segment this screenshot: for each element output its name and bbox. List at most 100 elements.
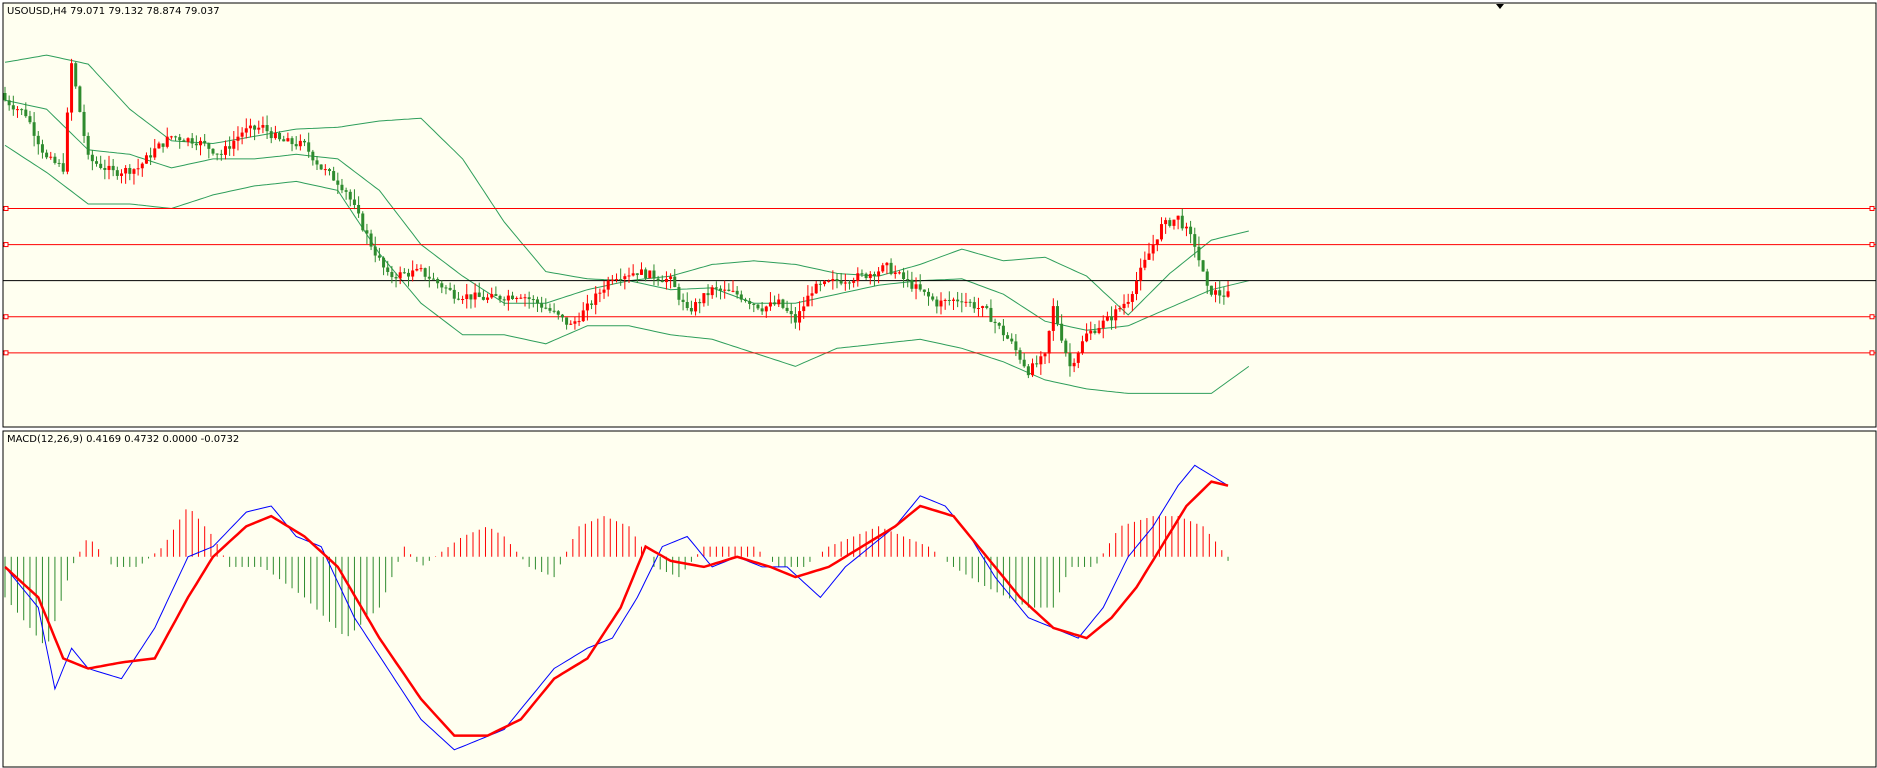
candle-bull [486, 297, 490, 300]
candle-bull [1155, 239, 1159, 245]
candle-bear [565, 317, 569, 325]
candle-bear [719, 288, 723, 291]
candle-bull [831, 279, 835, 281]
candle-bull [1085, 333, 1089, 342]
candle-bear [531, 299, 535, 301]
candle-bull [461, 299, 465, 301]
candle-bear [215, 153, 219, 155]
candle-bull [893, 272, 897, 275]
candle-bear [1006, 335, 1010, 339]
candle-bull [411, 270, 415, 277]
candle-bull [1051, 306, 1055, 331]
candle-bull [1118, 308, 1122, 310]
candle-bear [228, 146, 232, 149]
candle-bull [843, 282, 847, 284]
candle-bull [827, 280, 831, 282]
candle-bull [702, 293, 706, 304]
candle-bull [248, 125, 252, 129]
candle-bear [40, 144, 44, 153]
candle-bull [1080, 341, 1084, 353]
candle-bull [490, 294, 494, 298]
candle-bear [32, 122, 36, 136]
candle-bull [764, 306, 768, 312]
macd-signal-line [4, 480, 1229, 737]
candle-bear [1093, 330, 1097, 334]
candle-bear [1035, 363, 1039, 365]
candle-bear [548, 308, 552, 311]
candle-bear [294, 144, 298, 147]
candle-bull [594, 293, 598, 305]
candle-bull [119, 173, 123, 176]
candle-bear [357, 204, 361, 214]
candle-bull [951, 299, 955, 301]
candle-bull [976, 307, 980, 309]
main-panel-background [2, 2, 1877, 428]
candle-bear [369, 233, 373, 247]
candle-bear [502, 299, 506, 301]
candle-bull [814, 283, 818, 294]
candle-bull [648, 270, 652, 279]
candle-bear [128, 167, 132, 174]
candle-bull [515, 297, 519, 300]
macd-main-line [4, 464, 1229, 751]
candle-bull [585, 303, 589, 311]
candle-bull [240, 132, 244, 137]
candle-bear [748, 301, 752, 304]
candle-bear [714, 287, 718, 289]
candle-bear [7, 100, 11, 106]
candle-bull [981, 306, 985, 308]
candle-bull [723, 289, 727, 291]
candle-bear [57, 162, 61, 164]
candle-bear [927, 291, 931, 297]
candle-bear [327, 169, 331, 172]
candle-bear [1168, 220, 1172, 226]
macd-lines [4, 464, 1229, 751]
candle-bear [864, 273, 868, 279]
candle-bear [161, 143, 165, 147]
candle-bull [165, 136, 169, 147]
candle-bear [402, 272, 406, 274]
candle-bear [90, 154, 94, 162]
candle-bear [590, 303, 594, 305]
candle-bull [631, 273, 635, 276]
candle-bear [361, 213, 365, 231]
candle-bull [669, 276, 673, 279]
candle-bear [635, 273, 639, 275]
candle-bear [681, 299, 685, 303]
candle-bear [1018, 350, 1022, 360]
main-panel-title: USOUSD,H4 79.071 79.132 78.874 79.037 [7, 6, 220, 17]
candle-bull [65, 112, 69, 172]
candle-bull [186, 138, 190, 142]
candle-bear [1222, 295, 1226, 297]
candle-bull [810, 293, 814, 296]
candle-bull [1039, 356, 1043, 365]
candle-bull [1072, 362, 1076, 367]
candle-bear [673, 276, 677, 288]
candle-bear [993, 321, 997, 324]
candle-bear [1209, 285, 1213, 295]
candle-bear [456, 298, 460, 300]
candle-bull [598, 292, 602, 294]
candle-bull [1147, 253, 1151, 260]
candle-bull [1047, 330, 1051, 354]
candle-bull [323, 169, 327, 171]
candle-bear [336, 180, 340, 185]
candle-bull [157, 143, 161, 149]
candle-bear [760, 308, 764, 312]
candle-bear [265, 125, 269, 132]
candle-bull [1164, 220, 1168, 225]
candle-bull [1172, 219, 1176, 226]
candle-bear [972, 302, 976, 309]
candle-bear [440, 283, 444, 288]
candle-bull [298, 140, 302, 147]
candle-bull [1135, 280, 1139, 295]
level-handle-right-2 [1869, 242, 1875, 248]
candle-bear [444, 287, 448, 289]
candle-bear [203, 140, 207, 144]
level-handle-left-2 [3, 242, 9, 248]
candle-bull [610, 279, 614, 281]
candle-bull [914, 284, 918, 289]
candle-bear [311, 151, 315, 161]
chart-shift-marker-icon[interactable] [1496, 4, 1504, 9]
candle-bear [269, 131, 273, 139]
